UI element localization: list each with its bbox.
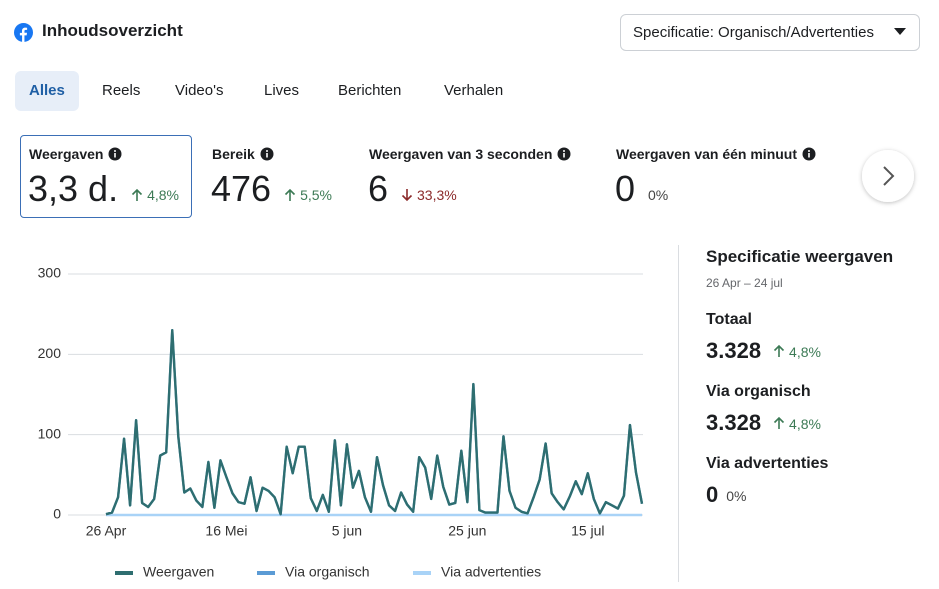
x-tick-label: 26 Apr [86,523,127,539]
divider [678,245,679,582]
series-line [105,329,644,516]
y-tick-label: 0 [53,506,61,522]
metric-change: 0% [648,187,669,203]
metric-label: Bereik [212,146,255,162]
legend-label: Weergaven [143,564,214,580]
metric-row: Weergaven 3,3 d. 4,8% Bereik 476 5,5% Weergave… [0,0,860,230]
trend-arrow [284,188,296,201]
tab[interactable]: Reels [102,82,141,99]
selected-card [20,135,192,218]
trend-arrow [773,344,785,357]
breakdown-change: 4,8% [789,416,821,432]
y-tick-label: 200 [38,345,62,361]
breakdown-dropdown[interactable]: Specificatie: Organisch/Advertenties [620,14,920,51]
y-tick-label: 100 [38,425,62,441]
side-panel: Specificatie weergaven 26 Apr – 24 jul Tot… [706,0,939,589]
metric-label: Weergaven van 3 seconden [369,146,553,162]
dropdown-label: Specificatie: Organisch/Advertenties [633,24,874,41]
x-tick-label: 16 Mei [205,523,247,539]
legend-label: Via organisch [285,564,370,580]
breakdown-label: Totaal [706,311,752,328]
tab[interactable]: Berichten [338,82,402,99]
info-icon[interactable] [557,147,571,161]
trend-arrow [773,416,785,429]
info-icon[interactable] [260,147,274,161]
metric-value: 0 [615,168,636,209]
breakdown-value: 3.328 [706,338,762,363]
metric-change: 4,8% [147,187,179,203]
tab[interactable]: Video's [175,82,224,99]
x-tick-label: 5 jun [332,523,362,539]
breakdown-change: 4,8% [789,344,821,360]
panel-range: 26 Apr – 24 jul [706,276,783,290]
breakdown-label: Via advertenties [706,455,829,472]
page-title: Inhoudsoverzicht [42,21,183,40]
tab[interactable]: Lives [264,82,300,99]
info-icon[interactable] [802,147,816,161]
next-button[interactable] [858,146,920,208]
metric-change: 33,3% [417,187,457,203]
y-tick-label: 300 [38,265,62,281]
line-chart: 0 100 200 300 26 Apr 16 Mei 5 jun 25 jun 15 jul W… [38,265,644,580]
x-tick-label: 15 jul [571,523,604,539]
metric-label: Weergaven van één minuut [616,146,798,162]
metric-value: 3,3 d. [28,168,119,209]
tab[interactable]: Alles [15,71,79,111]
metric-value: 476 [211,168,272,209]
tab[interactable]: Verhalen [444,82,504,99]
breakdown-value: 0 [706,482,719,507]
info-icon[interactable] [108,147,122,161]
legend-label: Via advertenties [441,564,541,580]
metric-value: 6 [368,168,389,209]
breakdown-change: 0% [726,488,747,504]
dropdown-caret [894,28,906,35]
facebook-icon [14,23,33,42]
trend-arrow [131,188,143,201]
panel-title: Specificatie weergaven [706,247,894,266]
x-tick-label: 25 jun [448,523,486,539]
breakdown-value: 3.328 [706,410,762,435]
trend-arrow [401,189,413,202]
metric-label: Weergaven [29,146,104,162]
breakdown-label: Via organisch [706,383,811,400]
metric-change: 5,5% [300,187,332,203]
